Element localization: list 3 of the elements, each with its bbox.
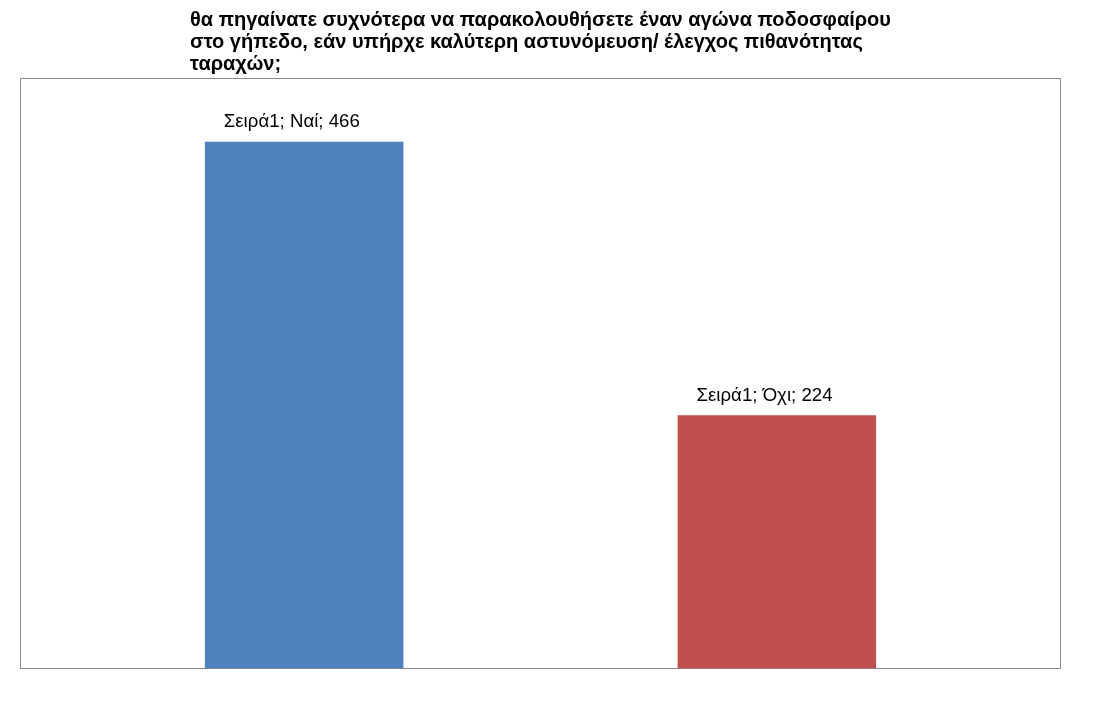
data-label: Σειρά1; Ναί; 466	[223, 110, 360, 132]
data-label: Σειρά1; Όχι; 224	[696, 383, 833, 405]
chart-title: θα πηγαίνατε συχνότερα να παρακολουθήσετε έναν αγώνα ποδοσφαίρου στο γήπεδο, εάν υπήρχε καλύτερη αστυνόμευση/ έλεγχος πιθανότητας ταραχών;	[190, 7, 891, 74]
